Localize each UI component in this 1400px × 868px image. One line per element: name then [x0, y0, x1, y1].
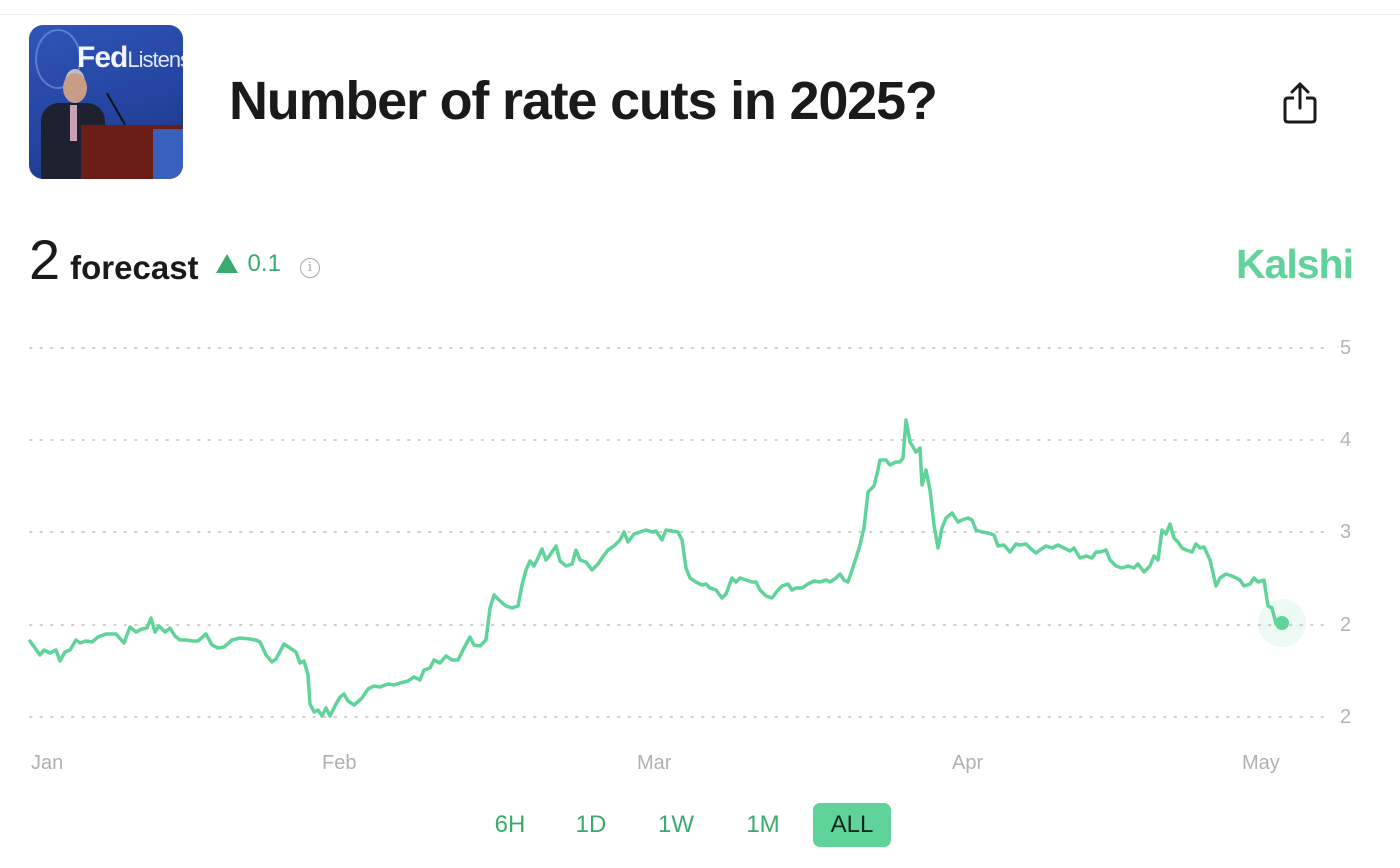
range-1d-button[interactable]: 1D	[575, 811, 607, 838]
x-axis-label: May	[1242, 752, 1280, 774]
forecast-value: 2	[29, 228, 61, 291]
y-axis-label: 2	[1340, 614, 1352, 636]
delta-value: 0.1	[247, 249, 281, 277]
range-1m-button[interactable]: 1M	[746, 811, 780, 838]
top-divider	[0, 14, 1400, 15]
y-axis-label: 3	[1340, 521, 1352, 543]
fed-seal	[35, 29, 81, 89]
current-point-marker	[1275, 616, 1289, 630]
range-all-button[interactable]: ALL	[813, 803, 891, 847]
range-6h-button[interactable]: 6H	[494, 811, 526, 838]
market-title: Number of rate cuts in 2025?	[229, 71, 938, 131]
microphone	[106, 92, 126, 126]
range-1w-button[interactable]: 1W	[658, 811, 694, 838]
x-axis-label: Mar	[637, 752, 672, 774]
brand-logo[interactable]: Kalshi	[1235, 241, 1354, 287]
speaker-head	[63, 73, 87, 103]
forecast-line	[28, 418, 1284, 718]
forecast-label: forecast	[70, 249, 199, 286]
up-triangle-icon	[215, 254, 238, 273]
info-icon[interactable]: i	[299, 257, 320, 278]
forecast-summary: 2 forecast 0.1 i	[29, 232, 320, 296]
speaker-tie	[70, 105, 77, 141]
grid-lines	[29, 347, 1331, 718]
market-thumbnail: FedListens	[29, 25, 183, 179]
share-icon	[1283, 82, 1317, 124]
x-axis-label: Jan	[31, 752, 64, 774]
y-axis-label: 5	[1340, 337, 1352, 359]
y-axis-label: 2	[1340, 706, 1352, 728]
x-axis-label: Apr	[952, 752, 984, 774]
thumbnail-banner: FedListens	[77, 41, 183, 74]
x-axis-label: Feb	[322, 752, 357, 774]
current-point-halo	[1258, 599, 1306, 647]
forecast-delta: 0.1	[215, 249, 281, 278]
share-button[interactable]	[1280, 80, 1320, 126]
podium-sign	[153, 129, 183, 179]
y-axis-label: 4	[1340, 429, 1352, 451]
